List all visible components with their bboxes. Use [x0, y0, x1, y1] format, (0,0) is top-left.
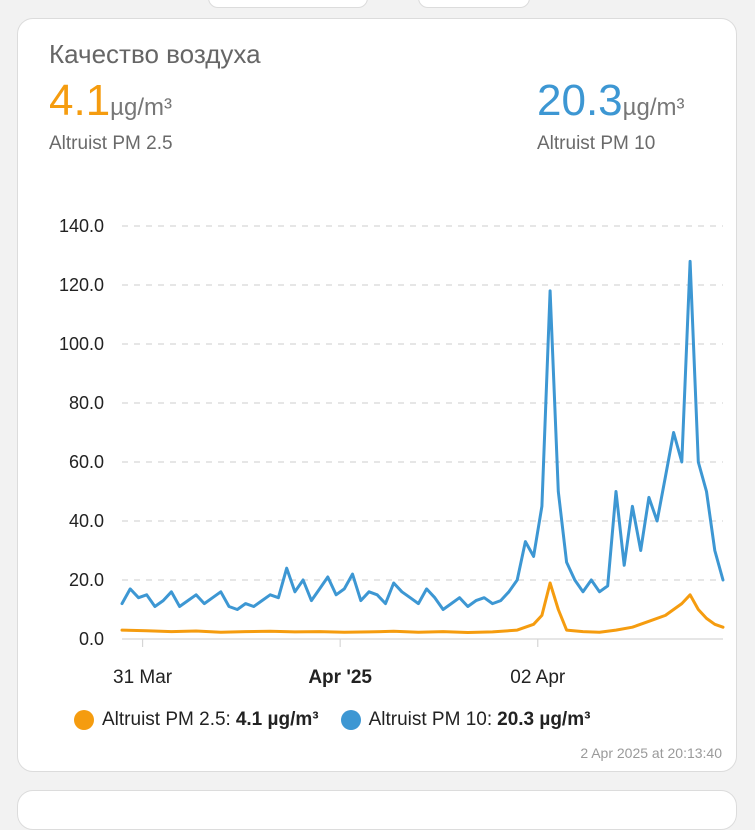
legend-dot-pm25 — [74, 710, 94, 730]
sensor-pm10-name: Altruist PM 10 — [537, 133, 656, 154]
x-tick-label: 31 Mar — [113, 667, 173, 688]
y-tick-label: 120.0 — [59, 275, 104, 295]
card-title: Качество воздуха — [49, 39, 261, 69]
legend-item-pm10[interactable]: Altruist PM 10: 20.3 µg/m³ — [340, 709, 591, 731]
y-tick-label: 0.0 — [79, 629, 104, 649]
sensor-pm25[interactable]: 4.1µg/m³ Altruist PM 2.5 — [49, 79, 173, 155]
air-quality-chart[interactable]: 0.0 20.0 40.0 60.0 80.0 100.0 120.0 140.0 31 Mar… — [18, 19, 738, 773]
sensor-pm10[interactable]: 20.3µg/m³ Altruist PM 10 — [537, 79, 684, 155]
air-quality-card[interactable]: Качество воздуха 4.1µg/m³ Altruist PM 2.… — [17, 18, 737, 772]
legend-dot-pm10 — [340, 710, 361, 730]
y-tick-label: 60.0 — [69, 452, 104, 472]
y-tick-label: 100.0 — [59, 334, 104, 354]
legend-item-pm25[interactable]: Altruist PM 2.5: 4.1 µg/m³ — [74, 709, 319, 731]
y-tick-label: 20.0 — [69, 570, 104, 590]
legend-pm25-name: Altruist PM 2.5: — [102, 709, 231, 730]
next-card-stub — [17, 790, 737, 830]
y-tick-label: 80.0 — [69, 393, 104, 413]
y-tick-label: 140.0 — [59, 216, 104, 236]
top-card-stub — [208, 0, 368, 8]
x-tick-label: 02 Apr — [510, 667, 566, 688]
x-tick-label: Apr '25 — [308, 667, 372, 688]
last-updated-timestamp: 2 Apr 2025 at 20:13:40 — [580, 745, 722, 761]
sensor-pm10-unit: µg/m³ — [622, 94, 685, 121]
legend-pm10-name: Altruist PM 10: — [368, 709, 493, 730]
series-line-pm25 — [120, 581, 725, 634]
series-line-pm10 — [120, 259, 725, 611]
legend-pm25-value: 4.1 µg/m³ — [235, 709, 319, 730]
top-card-stub — [418, 0, 530, 8]
legend-pm10-value: 20.3 µg/m³ — [497, 709, 591, 730]
sensor-pm25-value: 4.1 — [49, 76, 111, 125]
sensor-pm25-unit: µg/m³ — [110, 94, 172, 121]
sensor-pm10-value: 20.3 — [537, 76, 623, 125]
y-tick-label: 40.0 — [69, 511, 104, 531]
sensor-pm25-name: Altruist PM 2.5 — [49, 133, 173, 154]
chart-legend: Altruist PM 2.5: 4.1 µg/m³ Altruist PM 1… — [74, 709, 612, 731]
